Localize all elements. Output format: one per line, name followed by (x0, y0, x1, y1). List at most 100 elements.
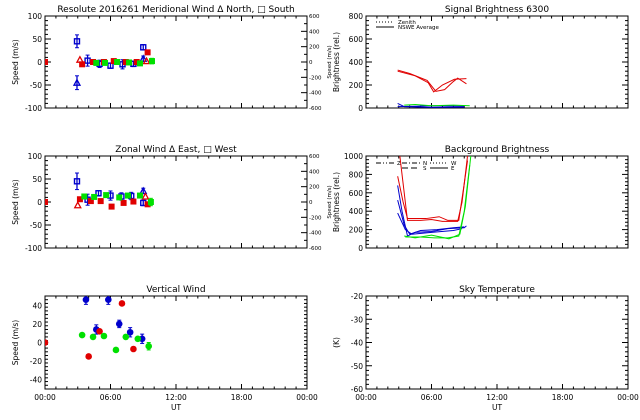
y-tick-label: 50 (32, 175, 42, 184)
y-tick-label: 400 (349, 207, 364, 216)
y-tick-label: 800 (349, 170, 364, 179)
x-axis-label: UT (492, 403, 502, 412)
plot-frame (365, 295, 629, 390)
data-layer (397, 156, 472, 240)
x-tick-label: 18:00 (231, 393, 253, 402)
y-tick-label: 0 (37, 198, 42, 207)
data-point-red (130, 345, 137, 353)
data-point-green (136, 60, 143, 67)
data-point-green (145, 342, 153, 350)
y2-tick-label: 200 (309, 45, 320, 51)
x-tick-label: 00:00 (296, 393, 318, 402)
y-tick-label: 100 (28, 152, 43, 161)
data-point-blue (73, 178, 81, 185)
series-line-blue (397, 105, 465, 108)
data-layer (45, 296, 153, 360)
series-line-blue (397, 200, 465, 235)
data-point-green (114, 59, 121, 65)
data-point-red (76, 196, 83, 203)
data-point-blue (115, 320, 123, 328)
panel-vertical: Vertical Wind 00:00 06:00 12:00 18:00 00:00 UT… (11, 285, 318, 412)
plot-frame (44, 295, 308, 390)
x-tick-label: 06:00 (100, 393, 122, 402)
y-axis-label: (K) (332, 337, 341, 348)
data-point-blue (82, 296, 90, 304)
y2-tick-label: 600 (309, 154, 320, 160)
panel-title: Sky Temperature (459, 285, 535, 295)
data-point-red (75, 55, 85, 63)
x-tick-label: 12:00 (486, 393, 508, 402)
y2-tick-label: 200 (309, 185, 320, 191)
panel-background: Background Brightness 0 200 400 600 800 1000 Br… (332, 145, 629, 253)
data-point-blue (95, 190, 102, 197)
data-point-green (124, 192, 131, 199)
data-point-green (81, 193, 88, 200)
series-line-red (397, 70, 467, 93)
y-tick-label: -40 (30, 376, 42, 385)
data-point-red (87, 198, 94, 205)
y2-tick-label: -200 (309, 215, 322, 221)
data-point-green (93, 59, 100, 66)
x-tick-label: 00:00 (617, 393, 639, 402)
y-tick-label: 800 (349, 12, 364, 21)
data-point-red (96, 328, 103, 335)
legend-label: Z (397, 161, 401, 167)
y2-tick-label: 0 (309, 60, 313, 66)
y2-tick-label: 0 (309, 200, 313, 206)
series-line-green (404, 156, 472, 240)
y-tick-label: -30 (351, 315, 363, 324)
data-point-red (144, 49, 151, 56)
panel-signal: Signal Brightness 6300 0 200 400 600 800 Brigh… (332, 5, 629, 113)
x-tick-label: 00:00 (355, 393, 377, 402)
y-tick-label: 50 (32, 35, 42, 44)
y2-tick-label: 400 (309, 29, 320, 35)
panel-title: Vertical Wind (146, 285, 205, 295)
legend-label: S (423, 166, 427, 172)
y-tick-label: -100 (25, 244, 42, 253)
data-point-red (97, 198, 104, 205)
y-tick-label: 0 (358, 244, 363, 253)
series-line-red (397, 160, 469, 221)
data-point-red (73, 200, 82, 209)
x-tick-label: 12:00 (165, 393, 187, 402)
y2-tick-label: -400 (309, 231, 322, 237)
y-tick-label: -50 (30, 221, 42, 230)
data-point-red (90, 59, 97, 65)
y-axis-label: Speed (m/s) (11, 179, 20, 225)
y-tick-label: -50 (351, 362, 363, 371)
panel-title: Zonal Wind Δ East, □ West (115, 145, 237, 155)
y-tick-label: -60 (351, 385, 363, 394)
y2-tick-label: -200 (309, 75, 322, 81)
data-point-green (102, 59, 109, 66)
x-tick-label: 18:00 (552, 393, 574, 402)
data-point-red (45, 199, 48, 205)
y-tick-label: 400 (349, 58, 364, 67)
data-point-red (79, 61, 86, 68)
legend-label: W (451, 161, 457, 167)
y-tick-label: -20 (351, 292, 363, 301)
panel-zonal: Zonal Wind Δ East, □ West -100 -50 0 50 100 Sp… (11, 145, 333, 253)
data-point-green (148, 58, 155, 65)
y-tick-label: 0 (37, 339, 42, 348)
legend-label: E (451, 166, 455, 172)
data-point-green (122, 333, 130, 341)
series-line-blue (397, 185, 467, 237)
panel-meridional: Resolute 2016261 Meridional Wind Δ North… (11, 5, 333, 113)
legend-label: Zenith (398, 20, 416, 26)
y-tick-label: 200 (349, 226, 364, 235)
y-tick-label: -20 (30, 357, 42, 366)
y2-tick-label: 600 (309, 14, 320, 20)
data-point-red (118, 300, 126, 307)
y-tick-label: -50 (30, 81, 42, 90)
y-axis-label: Speed (m/s) (11, 39, 20, 85)
data-point-red (133, 59, 140, 65)
data-point-blue (126, 328, 134, 336)
legend-label: NSWE Average (398, 25, 439, 31)
panel-title: Signal Brightness 6300 (445, 5, 549, 15)
y-tick-label: 0 (37, 58, 42, 67)
data-point-red (142, 56, 151, 65)
y-tick-label: 1000 (344, 152, 363, 161)
y-tick-label: 40 (32, 301, 42, 310)
y2-tick-label: -600 (309, 106, 322, 112)
